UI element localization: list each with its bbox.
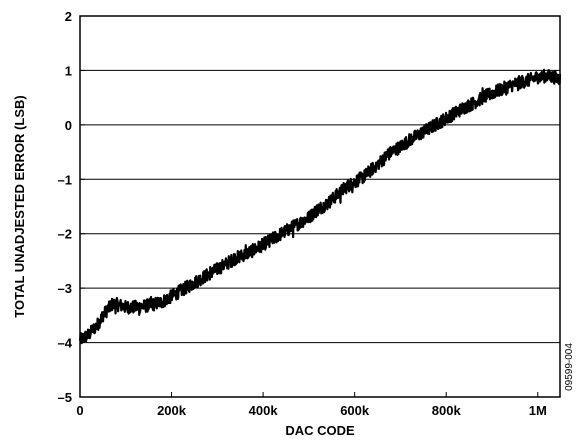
y-tick-label: 2 [65, 9, 72, 24]
y-tick-label: 1 [65, 63, 72, 78]
y-tick-label: –1 [58, 172, 72, 187]
x-tick-label: 200k [157, 403, 187, 418]
x-axis-title: DAC CODE [285, 423, 355, 438]
series-line [78, 68, 562, 345]
figure-id: 09599-004 [564, 343, 575, 391]
x-tick-label: 0 [76, 403, 83, 418]
y-tick-label: –2 [58, 227, 72, 242]
series-group [78, 68, 562, 345]
x-tick-label: 1M [529, 403, 547, 418]
x-tick-label: 800k [432, 403, 462, 418]
gridlines [80, 69, 560, 344]
y-tick-label: –4 [58, 336, 73, 351]
y-tick-label: –3 [58, 281, 72, 296]
x-tick-label: 400k [249, 403, 279, 418]
y-tick-label: –5 [58, 390, 72, 405]
y-axis-ticks: –5 –4 –3 –2 –1 0 1 2 [58, 9, 85, 405]
x-axis-ticks: 0 200k 400k 600k 800k 1M [76, 392, 547, 418]
y-axis-title: TOTAL UNADJESTED ERROR (LSB) [12, 95, 27, 317]
x-tick-label: 600k [340, 403, 370, 418]
y-tick-label: 0 [65, 118, 72, 133]
plot-frame [79, 15, 561, 398]
